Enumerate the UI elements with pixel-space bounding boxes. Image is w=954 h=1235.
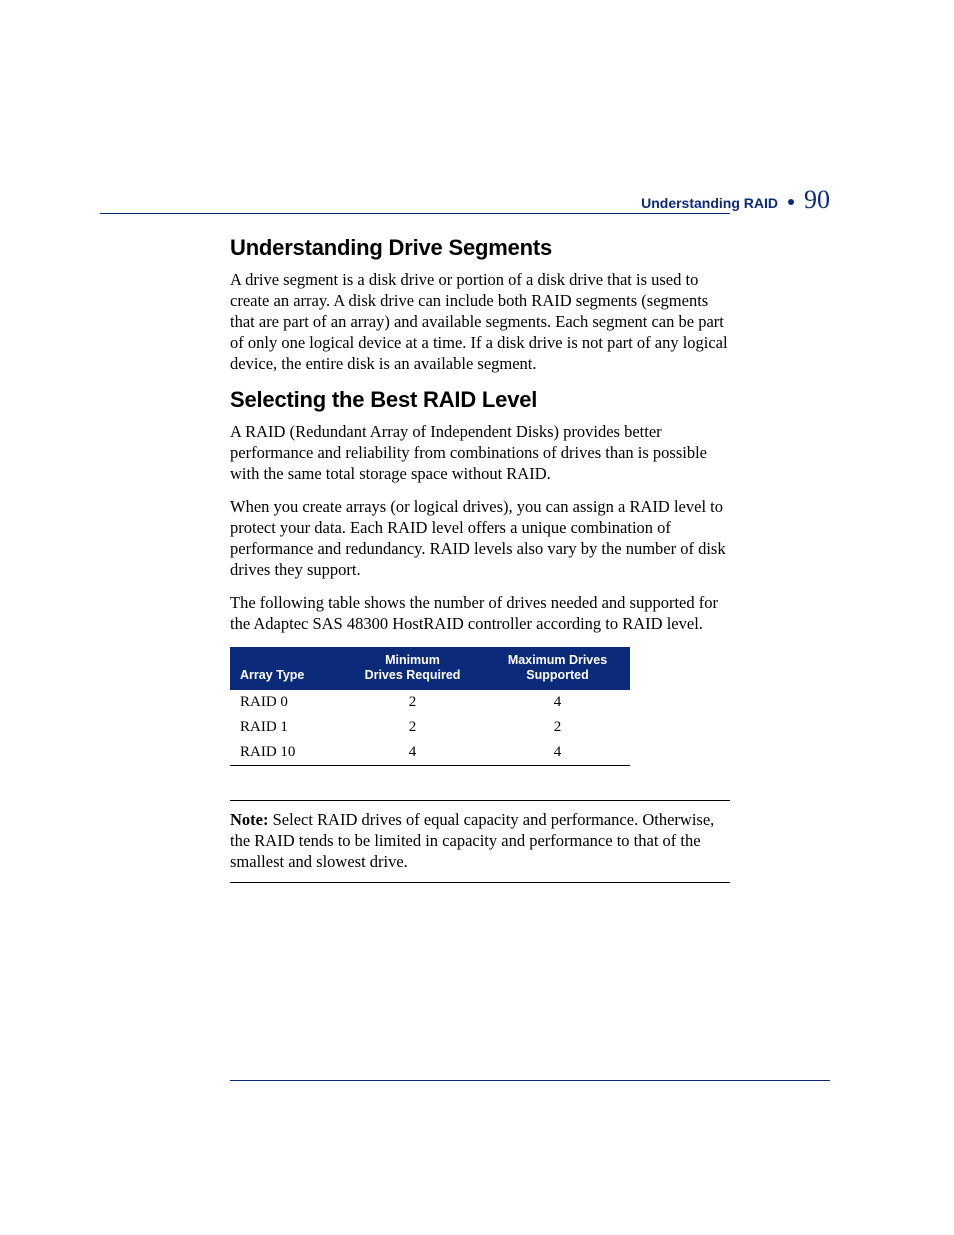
- table-cell: RAID 10: [230, 740, 340, 766]
- footer-rule: [230, 1080, 830, 1081]
- table-cell: RAID 1: [230, 715, 340, 740]
- table-header-cell: Minimum Drives Required: [340, 647, 485, 690]
- table-row: RAID 10 4 4: [230, 740, 630, 766]
- running-header: Understanding RAID 90: [641, 185, 830, 215]
- table-cell: 2: [340, 715, 485, 740]
- table-header-line2: Drives Required: [365, 668, 461, 682]
- table-header-cell: Array Type: [230, 647, 340, 690]
- table-row: RAID 1 2 2: [230, 715, 630, 740]
- paragraph: When you create arrays (or logical drive…: [230, 496, 730, 580]
- table-row: RAID 0 2 4: [230, 690, 630, 715]
- page-number: 90: [804, 185, 830, 215]
- paragraph: A drive segment is a disk drive or porti…: [230, 269, 730, 375]
- note-block: Note: Select RAID drives of equal capaci…: [230, 800, 730, 883]
- paragraph: The following table shows the number of …: [230, 592, 730, 634]
- table-cell: 4: [485, 690, 630, 715]
- raid-level-table: Array Type Minimum Drives Required Maxim…: [230, 647, 630, 766]
- table-header-line1: Maximum Drives: [508, 653, 607, 667]
- note-label: Note:: [230, 810, 268, 829]
- table-cell: 4: [340, 740, 485, 766]
- table-header-line1: Minimum: [385, 653, 440, 667]
- content-area: Understanding Drive Segments A drive seg…: [230, 233, 730, 883]
- table-cell: RAID 0: [230, 690, 340, 715]
- table-cell: 2: [485, 715, 630, 740]
- note-body: Select RAID drives of equal capacity and…: [230, 810, 714, 871]
- table-cell: 4: [485, 740, 630, 766]
- table-header-row: Array Type Minimum Drives Required Maxim…: [230, 647, 630, 690]
- table-header-cell: Maximum Drives Supported: [485, 647, 630, 690]
- paragraph: A RAID (Redundant Array of Independent D…: [230, 421, 730, 484]
- table-header-line2: Supported: [526, 668, 589, 682]
- section-heading-drive-segments: Understanding Drive Segments: [230, 235, 730, 261]
- note-text: Note: Select RAID drives of equal capaci…: [230, 809, 730, 872]
- section-heading-raid-level: Selecting the Best RAID Level: [230, 387, 730, 413]
- table-cell: 2: [340, 690, 485, 715]
- chapter-title: Understanding RAID: [641, 195, 778, 211]
- bullet-icon: [788, 199, 794, 205]
- header-rule: [100, 213, 730, 214]
